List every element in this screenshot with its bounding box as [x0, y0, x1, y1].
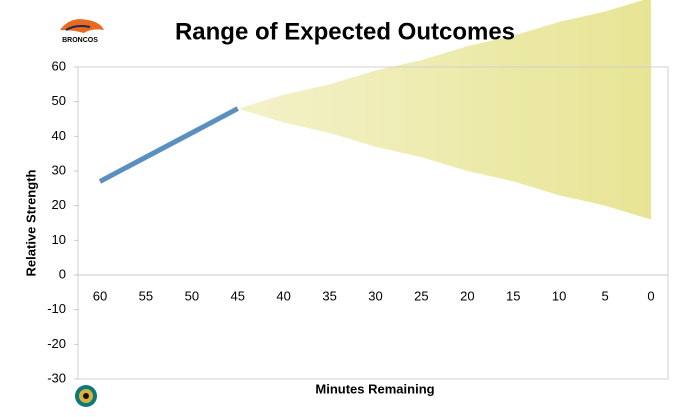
x-tick-label: 10 [552, 288, 566, 303]
x-tick-label: 0 [647, 288, 654, 303]
jaguars-logo [75, 385, 97, 407]
x-tick-label: 40 [276, 288, 290, 303]
x-tick-label: 50 [185, 288, 199, 303]
y-tick-label: 60 [52, 58, 66, 73]
y-tick-label: 40 [52, 128, 66, 143]
x-axis-title: Minutes Remaining [315, 381, 434, 396]
broncos-logo: BRONCOS [60, 19, 104, 44]
x-tick-label: 5 [601, 288, 608, 303]
x-tick-label: 55 [139, 288, 153, 303]
y-tick-label: 0 [59, 266, 66, 281]
x-tick-label: 15 [506, 288, 520, 303]
range-area [237, 0, 651, 220]
x-tick-label: 30 [368, 288, 382, 303]
y-tick-label: -10 [47, 301, 66, 316]
x-tick-label: 20 [460, 288, 474, 303]
y-tick-label: 10 [52, 232, 66, 247]
y-tick-label: 30 [52, 162, 66, 177]
y-tick-label: -30 [47, 370, 66, 385]
x-tick-label: 60 [93, 288, 107, 303]
x-tick-label: 45 [231, 288, 245, 303]
logo-text: BRONCOS [62, 37, 98, 44]
series-line [98, 106, 239, 184]
x-tick-label: 25 [414, 288, 428, 303]
y-tick-label: -20 [47, 336, 66, 351]
y-tick-label: 50 [52, 93, 66, 108]
chart-title: Range of Expected Outcomes [175, 18, 515, 45]
y-tick-label: 20 [52, 197, 66, 212]
x-tick-label: 35 [322, 288, 336, 303]
y-axis-title: Relative Strength [23, 169, 38, 276]
plot-border [77, 66, 669, 380]
